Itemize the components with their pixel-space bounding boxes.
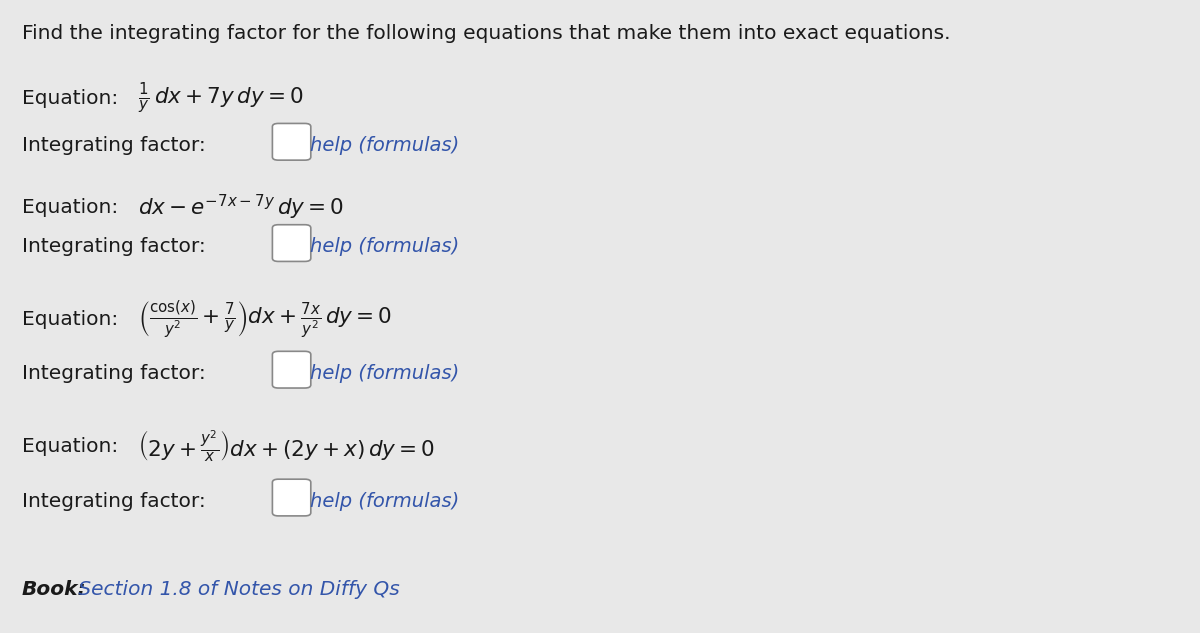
- Text: $\frac{1}{y}\,dx + 7y\,dy = 0$: $\frac{1}{y}\,dx + 7y\,dy = 0$: [138, 80, 304, 116]
- Text: Equation:: Equation:: [22, 310, 118, 329]
- Text: Integrating factor:: Integrating factor:: [22, 492, 205, 511]
- FancyBboxPatch shape: [272, 479, 311, 516]
- Text: help (formulas): help (formulas): [310, 237, 458, 256]
- Text: Equation:: Equation:: [22, 198, 118, 217]
- FancyBboxPatch shape: [272, 123, 311, 160]
- Text: Book:: Book:: [22, 580, 86, 599]
- Text: Section 1.8 of Notes on Diffy Qs: Section 1.8 of Notes on Diffy Qs: [72, 580, 400, 599]
- Text: $dx - e^{-7x-7y}\,dy = 0$: $dx - e^{-7x-7y}\,dy = 0$: [138, 193, 344, 222]
- Text: help (formulas): help (formulas): [310, 136, 458, 155]
- FancyBboxPatch shape: [272, 225, 311, 261]
- Text: help (formulas): help (formulas): [310, 364, 458, 383]
- Text: Find the integrating factor for the following equations that make them into exac: Find the integrating factor for the foll…: [22, 24, 950, 43]
- Text: Integrating factor:: Integrating factor:: [22, 237, 205, 256]
- Text: Integrating factor:: Integrating factor:: [22, 136, 205, 155]
- Text: help (formulas): help (formulas): [310, 492, 458, 511]
- Text: $\left(2y + \frac{y^2}{x}\right)dx + (2y+x)\,dy = 0$: $\left(2y + \frac{y^2}{x}\right)dx + (2y…: [138, 429, 436, 464]
- Text: Integrating factor:: Integrating factor:: [22, 364, 205, 383]
- FancyBboxPatch shape: [272, 351, 311, 388]
- Text: Equation:: Equation:: [22, 89, 118, 108]
- Text: Equation:: Equation:: [22, 437, 118, 456]
- Text: $\left(\frac{\cos(x)}{y^2} + \frac{7}{y}\right)dx + \frac{7x}{y^2}\,dy = 0$: $\left(\frac{\cos(x)}{y^2} + \frac{7}{y}…: [138, 298, 392, 341]
